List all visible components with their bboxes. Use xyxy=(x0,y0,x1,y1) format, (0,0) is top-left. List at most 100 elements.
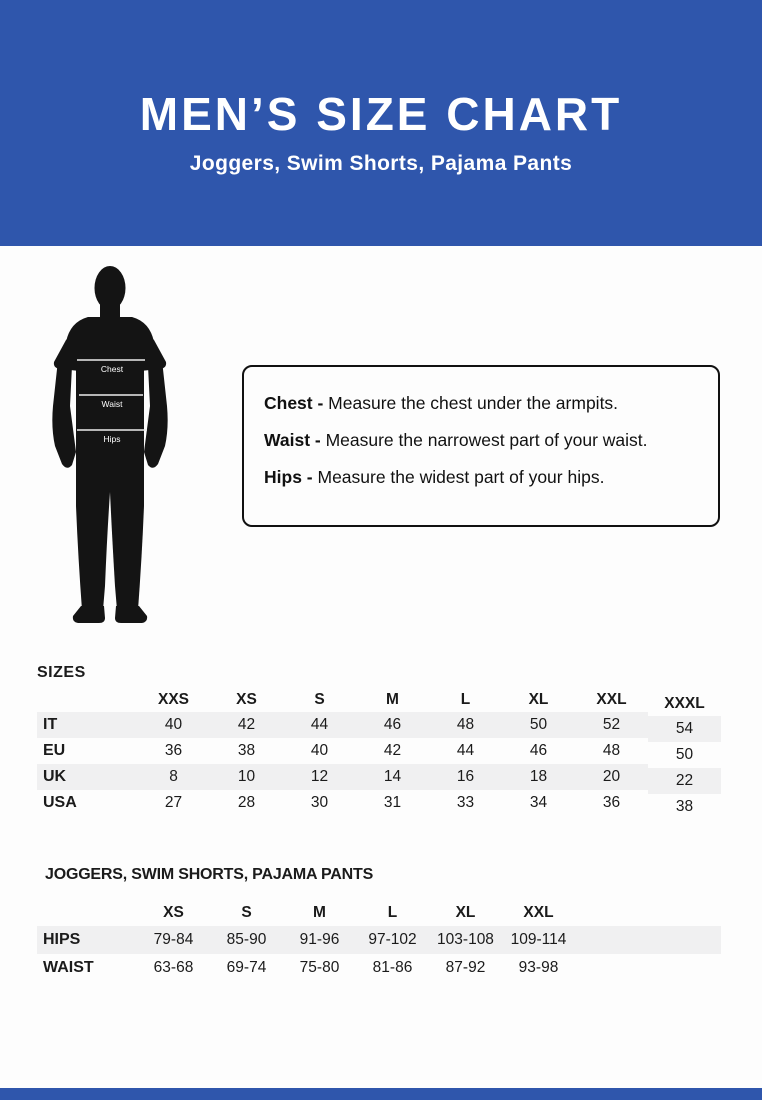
guide-row-chest: Chest - Measure the chest under the armp… xyxy=(264,392,710,414)
size-cell: 40 xyxy=(310,742,329,759)
filler-cell xyxy=(575,900,721,926)
size-cell: 40 xyxy=(164,716,183,733)
sizes-section-label: SIZES xyxy=(37,664,86,681)
size-cell: 48 xyxy=(456,716,475,733)
range-cell: 97-102 xyxy=(368,931,417,948)
range-cell: 91-96 xyxy=(299,931,340,948)
column-header-xs: XS xyxy=(236,691,257,708)
size-cell: 46 xyxy=(529,742,548,759)
range-cell: 103-108 xyxy=(437,931,494,948)
size-cell: 38 xyxy=(237,742,256,759)
column-header-xl: XL xyxy=(528,691,549,708)
guide-row-waist: Waist - Measure the narrowest part of yo… xyxy=(264,429,710,451)
chest-line-label: Chest xyxy=(101,364,124,374)
page-title: MEN’S SIZE CHART xyxy=(139,87,623,140)
column-header-xs: XS xyxy=(163,904,184,921)
row-label-waist: WAIST xyxy=(43,959,94,976)
waist-line-label: Waist xyxy=(102,399,124,409)
empty-header-cell xyxy=(37,900,137,926)
range-cell: 63-68 xyxy=(153,959,194,976)
column-header-l: L xyxy=(387,904,398,921)
page-subtitle: Joggers, Swim Shorts, Pajama Pants xyxy=(189,151,573,175)
size-cell: 16 xyxy=(456,768,475,785)
table-row-waist: WAIST 63-68 69-74 75-80 81-86 87-92 93-9… xyxy=(37,954,721,982)
guide-row-hips: Hips - Measure the widest part of your h… xyxy=(264,466,710,488)
row-label-it: IT xyxy=(43,716,58,733)
size-cell: 18 xyxy=(529,768,548,785)
sizes-table: XXS XS S M L XL XXL XXXL IT 40 42 44 46 … xyxy=(37,688,721,816)
hips-line-label: Hips xyxy=(103,434,120,444)
row-label-uk: UK xyxy=(43,768,67,785)
guide-text-chest: Measure the chest under the armpits. xyxy=(323,393,619,413)
column-header-xl: XL xyxy=(455,904,476,921)
column-header-xxl: XXL xyxy=(523,904,554,921)
garment-table-title: JOGGERS, SWIM SHORTS, PAJAMA PANTS xyxy=(45,866,374,883)
column-header-m: M xyxy=(313,904,326,921)
guide-text-waist: Measure the narrowest part of your waist… xyxy=(320,430,648,450)
guide-text-hips: Measure the widest part of your hips. xyxy=(312,467,605,487)
range-cell: 93-98 xyxy=(518,959,559,976)
size-cell: 46 xyxy=(383,716,402,733)
size-cell: 44 xyxy=(456,742,475,759)
size-cell: 8 xyxy=(169,768,178,785)
table-row-uk: UK 8 10 12 14 16 18 20 22 xyxy=(37,764,721,790)
table-row-hips: HIPS 79-84 85-90 91-96 97-102 103-108 10… xyxy=(37,926,721,954)
range-cell: 109-114 xyxy=(510,931,567,948)
garment-header-row: XS S M L XL XXL xyxy=(37,900,721,926)
size-cell: 12 xyxy=(310,768,329,785)
size-cell: 34 xyxy=(529,794,548,811)
range-cell: 69-74 xyxy=(226,959,267,976)
guide-term-hips: Hips - xyxy=(264,467,313,487)
silhouette-body-shape xyxy=(52,266,168,623)
filler-cell xyxy=(575,926,721,954)
range-cell: 79-84 xyxy=(153,931,194,948)
size-cell: 36 xyxy=(602,794,621,811)
size-cell: 48 xyxy=(602,742,621,759)
column-header-s: S xyxy=(241,904,252,921)
column-header-m: M xyxy=(386,691,399,708)
size-cell: 22 xyxy=(675,772,694,789)
header-banner: MEN’S SIZE CHART Joggers, Swim Shorts, P… xyxy=(0,0,762,246)
guide-term-waist: Waist - xyxy=(264,430,321,450)
range-cell: 87-92 xyxy=(445,959,486,976)
size-cell: 36 xyxy=(164,742,183,759)
footer-accent-bar xyxy=(0,1088,762,1100)
range-cell: 75-80 xyxy=(299,959,340,976)
row-label-eu: EU xyxy=(43,742,66,759)
male-silhouette-image: Chest Waist Hips xyxy=(52,266,168,623)
size-cell: 30 xyxy=(310,794,329,811)
size-cell: 42 xyxy=(383,742,402,759)
size-cell: 27 xyxy=(164,794,183,811)
range-cell: 85-90 xyxy=(226,931,267,948)
filler-cell xyxy=(575,954,721,982)
row-label-hips: HIPS xyxy=(43,931,81,948)
size-cell: 50 xyxy=(529,716,548,733)
row-label-usa: USA xyxy=(43,794,77,811)
size-cell: 54 xyxy=(675,720,694,737)
size-cell: 38 xyxy=(675,798,694,815)
size-cell: 14 xyxy=(383,768,402,785)
guide-term-chest: Chest - xyxy=(264,393,324,413)
column-header-l: L xyxy=(460,691,471,708)
size-cell: 31 xyxy=(383,794,402,811)
size-cell: 33 xyxy=(456,794,475,811)
column-header-xxl: XXL xyxy=(596,691,627,708)
measurement-diagram: Chest Waist Hips Chest - Measure the che… xyxy=(0,246,762,648)
range-cell: 81-86 xyxy=(372,959,413,976)
column-header-xxs: XXS xyxy=(157,691,189,708)
size-cell: 50 xyxy=(675,746,694,763)
size-cell: 20 xyxy=(602,768,621,785)
table-row-it: IT 40 42 44 46 48 50 52 54 xyxy=(37,712,721,738)
empty-header-cell xyxy=(37,688,137,712)
table-row-eu: EU 36 38 40 42 44 46 48 50 xyxy=(37,738,721,764)
garment-table: XS S M L XL XXL HIPS 79-84 85-90 91-96 9… xyxy=(37,900,721,982)
size-cell: 52 xyxy=(602,716,621,733)
size-cell: 10 xyxy=(237,768,256,785)
column-header-s: S xyxy=(314,691,325,708)
table-row-usa: USA 27 28 30 31 33 34 36 38 xyxy=(37,790,721,816)
size-cell: 42 xyxy=(237,716,256,733)
size-cell: 44 xyxy=(310,716,329,733)
sizes-header-row: XXS XS S M L XL XXL XXXL xyxy=(37,688,721,712)
measurement-guide-box: Chest - Measure the chest under the armp… xyxy=(242,365,720,527)
column-header-xxxl: XXXL xyxy=(664,695,705,712)
